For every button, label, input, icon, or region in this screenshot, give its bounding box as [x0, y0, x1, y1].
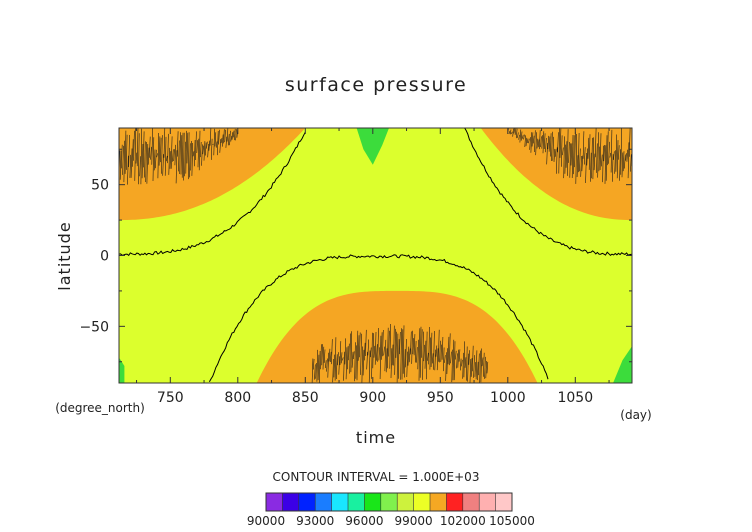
colorbar-label: 99000	[395, 514, 433, 528]
colorbar-swatch	[495, 493, 512, 511]
x-tick-label: 900	[359, 390, 386, 406]
x-tick-label: 750	[157, 390, 184, 406]
colorbar-label: 105000	[489, 514, 535, 528]
y-tick-label: 50	[91, 178, 109, 194]
colorbar-label: 102000	[440, 514, 486, 528]
colorbar-swatch	[315, 493, 332, 511]
contour-interval-label: CONTOUR INTERVAL = 1.000E+03	[273, 470, 480, 484]
x-tick-label: 1050	[557, 390, 593, 406]
colorbar-swatch	[462, 493, 480, 511]
contour-101000-south	[208, 254, 549, 383]
colorbar-swatch	[446, 493, 463, 511]
noise-south	[311, 323, 489, 383]
field-low-south-left	[119, 357, 125, 383]
colorbar-swatch	[298, 493, 316, 511]
colorbar-swatch	[413, 493, 430, 511]
colorbar-swatch	[380, 493, 398, 511]
chart-title: surface pressure	[285, 74, 467, 96]
x-axis: 750 800 850 900 950 1000 1050	[136, 128, 610, 406]
x-tick-label: 950	[427, 390, 454, 406]
contour-101000-north-left	[119, 131, 306, 257]
field-low-south-right	[613, 346, 632, 383]
x-axis-label: time	[356, 428, 396, 447]
y-axis: 50 0 −50	[79, 148, 632, 363]
colorbar-swatch	[364, 493, 381, 511]
colorbar-label: 93000	[296, 514, 334, 528]
x-tick-label: 1000	[490, 390, 526, 406]
colorbar-swatch	[348, 493, 365, 511]
colorbar-swatch	[397, 493, 414, 511]
field-band-101000-north-right	[480, 128, 632, 221]
y-axis-label: latitude	[55, 221, 74, 290]
colorbar-labels: 90000 93000 96000 99000 102000 105000	[247, 514, 535, 528]
plot-area	[119, 128, 632, 383]
colorbar-frame	[265, 492, 513, 512]
contour-101000-north-right	[464, 128, 632, 256]
field-low-north	[356, 128, 389, 165]
x-tick-label: 800	[224, 390, 251, 406]
y-axis-unit: (degree_north)	[55, 401, 145, 415]
colorbar-swatch	[266, 493, 283, 511]
colorbar-label: 96000	[345, 514, 383, 528]
colorbar-swatch	[282, 493, 299, 511]
x-tick-label: 850	[292, 390, 319, 406]
colorbar	[265, 492, 513, 512]
colorbar-swatch	[331, 493, 348, 511]
colorbar-swatch	[479, 493, 496, 511]
colorbar-label: 90000	[247, 514, 285, 528]
noise-south-path	[311, 323, 489, 383]
x-axis-unit: (day)	[620, 408, 651, 422]
field-band-101000-south	[256, 290, 538, 383]
y-tick-label: 0	[100, 249, 109, 265]
colorbar-swatch	[430, 493, 447, 511]
y-tick-label: −50	[79, 319, 109, 335]
